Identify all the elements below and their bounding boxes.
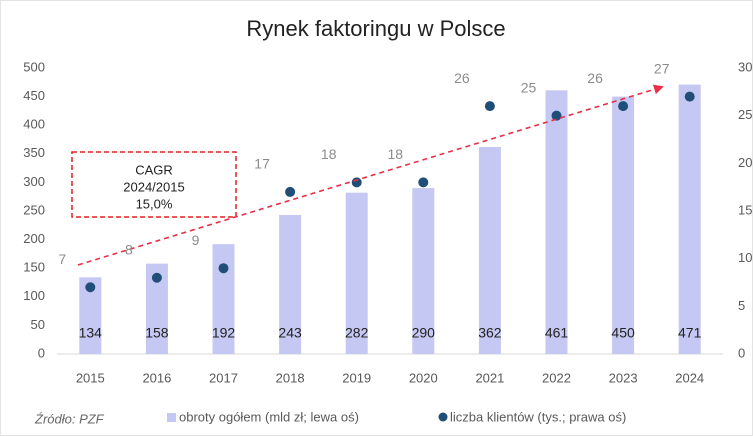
dot-label: 25 [521,79,537,95]
dot [218,263,229,274]
dot [684,91,695,102]
bar-label: 134 [79,325,103,341]
dot-label: 7 [58,251,66,267]
y2-tick-label: 15 [738,202,752,217]
bar [212,244,235,354]
cagr-text: CAGR [135,162,173,177]
dot-label: 18 [388,146,404,162]
dot-label: 9 [192,232,200,248]
dot-label: 17 [254,156,270,172]
x-tick-label: 2020 [409,370,438,385]
chart-title: Rynek faktoringu w Polsce [246,16,505,41]
bar-label: 192 [212,325,236,341]
x-tick-label: 2024 [675,370,704,385]
x-tick-label: 2017 [209,370,238,385]
dot-label: 26 [454,70,470,86]
bar-label: 282 [345,325,369,341]
y-tick-label: 500 [23,59,45,74]
dot-label: 27 [654,60,670,76]
legend-label: liczba klientów (tys.; prawa oś) [450,409,626,424]
cagr-frame [71,151,237,218]
dot [418,177,429,188]
plot [57,84,723,355]
y-tick-label: 300 [23,174,45,189]
y-tick-label: 250 [23,202,45,217]
bar-label: 362 [478,325,502,341]
cagr-text: 15,0% [136,196,173,211]
bar-label: 450 [611,325,635,341]
x-tick-label: 2019 [342,370,371,385]
dot [351,177,362,188]
dot [618,101,629,112]
y-tick-label: 200 [23,231,45,246]
dot-label: 26 [587,70,603,86]
y2-tick-label: 30 [738,59,752,74]
legend-swatch [167,413,176,422]
y2-tick-label: 20 [738,155,752,170]
y-tick-label: 0 [38,345,45,360]
x-tick-label: 2021 [475,370,504,385]
bar [478,146,501,354]
bar [145,263,168,354]
y-tick-label: 400 [23,117,45,132]
bar-label: 158 [145,325,169,341]
legend-swatch [438,412,448,422]
cagr-box: CAGR 2024/2015 15,0% [71,151,237,218]
dot [551,110,562,121]
y-tick-label: 100 [23,288,45,303]
cagr-text: 2024/2015 [123,179,184,194]
bar-label: 471 [678,325,702,341]
bar [612,96,635,354]
y-tick-label: 50 [31,317,45,332]
dot [285,186,296,197]
x-tick-label: 2018 [276,370,305,385]
dot [484,101,495,112]
dot [151,272,162,283]
y-tick-label: 350 [23,145,45,160]
y2-tick-label: 10 [738,250,752,265]
dot-label: 18 [321,146,337,162]
y2-tick-label: 5 [738,298,745,313]
bar [545,90,568,355]
bar [678,84,701,354]
x-tick-label: 2023 [609,370,638,385]
bar [345,192,368,354]
x-tick-label: 2022 [542,370,571,385]
legend-label: obroty ogółem (mld zł; lewa oś) [179,409,359,424]
x-tick-label: 2016 [142,370,171,385]
y2-tick-label: 25 [738,107,752,122]
bar [79,277,102,354]
dot [85,282,96,293]
x-tick-label: 2015 [76,370,105,385]
bar [279,215,302,354]
trend-arrow [77,84,664,266]
bar [412,188,435,354]
bar-label: 461 [545,325,569,341]
y2-tick-label: 0 [738,345,745,360]
y-tick-label: 450 [23,88,45,103]
y-tick-label: 150 [23,260,45,275]
bar-label: 290 [412,325,436,341]
dot-label: 8 [125,241,133,257]
source: Źródło: PZF [34,411,105,426]
bar-label: 243 [278,325,302,341]
